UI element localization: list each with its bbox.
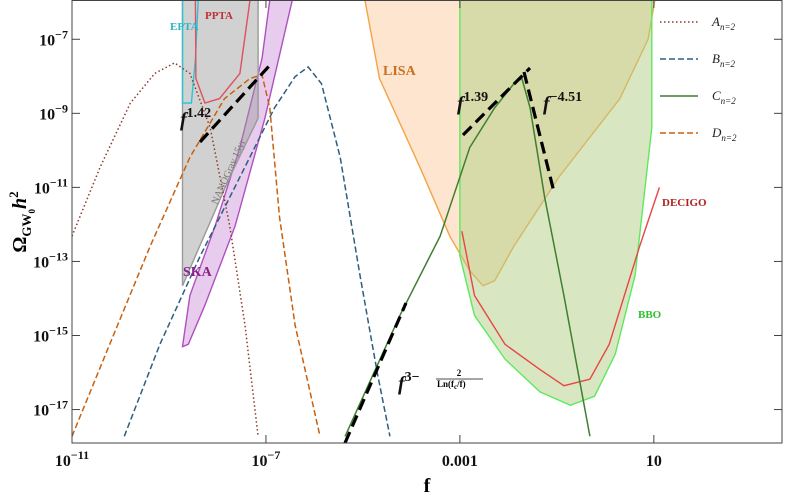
denominator-sub: c (454, 383, 457, 391)
denominator-end: /f) (456, 379, 466, 389)
tick-label: 0.001 (442, 453, 478, 470)
annotation-exponent: 3− (405, 370, 420, 385)
legend-subscript: n=2 (720, 59, 736, 69)
y-axis-label: ΩGW0h2 (6, 191, 37, 252)
legend-name: D (711, 125, 722, 140)
annotation-base: f (180, 109, 189, 131)
x-axis-label: f (424, 475, 431, 497)
region-label: DECIGO (662, 197, 707, 209)
tick-label: 10−7 (252, 448, 281, 470)
fit-line (522, 71, 556, 193)
series-line (123, 65, 391, 437)
legend-name: B (712, 51, 720, 66)
tick-label: 10−11 (34, 175, 68, 197)
region-label: EPTA (170, 21, 199, 33)
annotation: f−4.51 (543, 90, 582, 115)
legend-label: Bn=2 (712, 51, 736, 69)
annotation-exponent: 1.39 (464, 90, 489, 105)
legend-name: A (711, 14, 720, 29)
y-label-power: 2 (6, 191, 21, 198)
annotation-base: f (543, 93, 552, 115)
legend-label: An=2 (711, 14, 736, 32)
fit-lines (198, 63, 556, 444)
tick-label: 10−7 (39, 27, 68, 49)
annotation: f3− (398, 370, 420, 395)
fit-line (343, 302, 408, 444)
tick-label: 10−17 (33, 398, 68, 420)
y-label-subscript: GW (19, 213, 34, 236)
legend-subscript: n=2 (721, 133, 737, 143)
annotation-exponent: −4.51 (550, 90, 582, 105)
sensitivity-region (181, 0, 259, 287)
legend-subscript: n=2 (721, 96, 737, 106)
y-label-symbol: Ω (9, 237, 31, 253)
region-label: BBO (638, 309, 662, 321)
tick-label: 10−9 (39, 101, 68, 123)
region-label: LISA (383, 64, 417, 79)
region-label: SKA (183, 265, 213, 280)
annotation-base: f (398, 373, 407, 395)
annotation: f1.42 (180, 106, 211, 131)
annotation-exponent: 1.42 (187, 106, 212, 121)
annotation-denominator: Ln(fc/f) (437, 379, 466, 391)
annotation-base: f (457, 93, 466, 115)
legend-label: Dn=2 (711, 125, 737, 143)
legend-label: Cn=2 (712, 88, 736, 106)
axes: 10−11 10−7 0.001 10 10−7 10−9 10−11 10−13 10−15 1… (33, 0, 782, 470)
legend-name: C (712, 88, 721, 103)
legend-subscript: n=2 (720, 22, 736, 32)
sensitivity-region (194, 0, 251, 104)
tick-label: 10−11 (55, 448, 89, 470)
legend: An=2Bn=2Cn=2Dn=2 (660, 14, 737, 143)
sensitivity-region (461, 187, 661, 387)
series-line (72, 62, 259, 437)
annotation: f1.39 (457, 90, 488, 115)
regions (181, 0, 661, 407)
annotation-numerator: 2 (457, 368, 462, 378)
tick-label: 10−13 (33, 249, 68, 271)
tick-label: 10−15 (33, 324, 68, 346)
y-label-subsubscript: 0 (27, 208, 37, 213)
region-label: PPTA (205, 10, 233, 22)
denominator-start: Ln(f (437, 379, 455, 389)
y-label-factor: h (9, 198, 31, 209)
sensitivity-region (459, 0, 653, 407)
plot-frame (71, 0, 783, 444)
series-line (72, 73, 321, 437)
fit-line (461, 66, 532, 137)
tick-label: 10 (646, 453, 662, 470)
